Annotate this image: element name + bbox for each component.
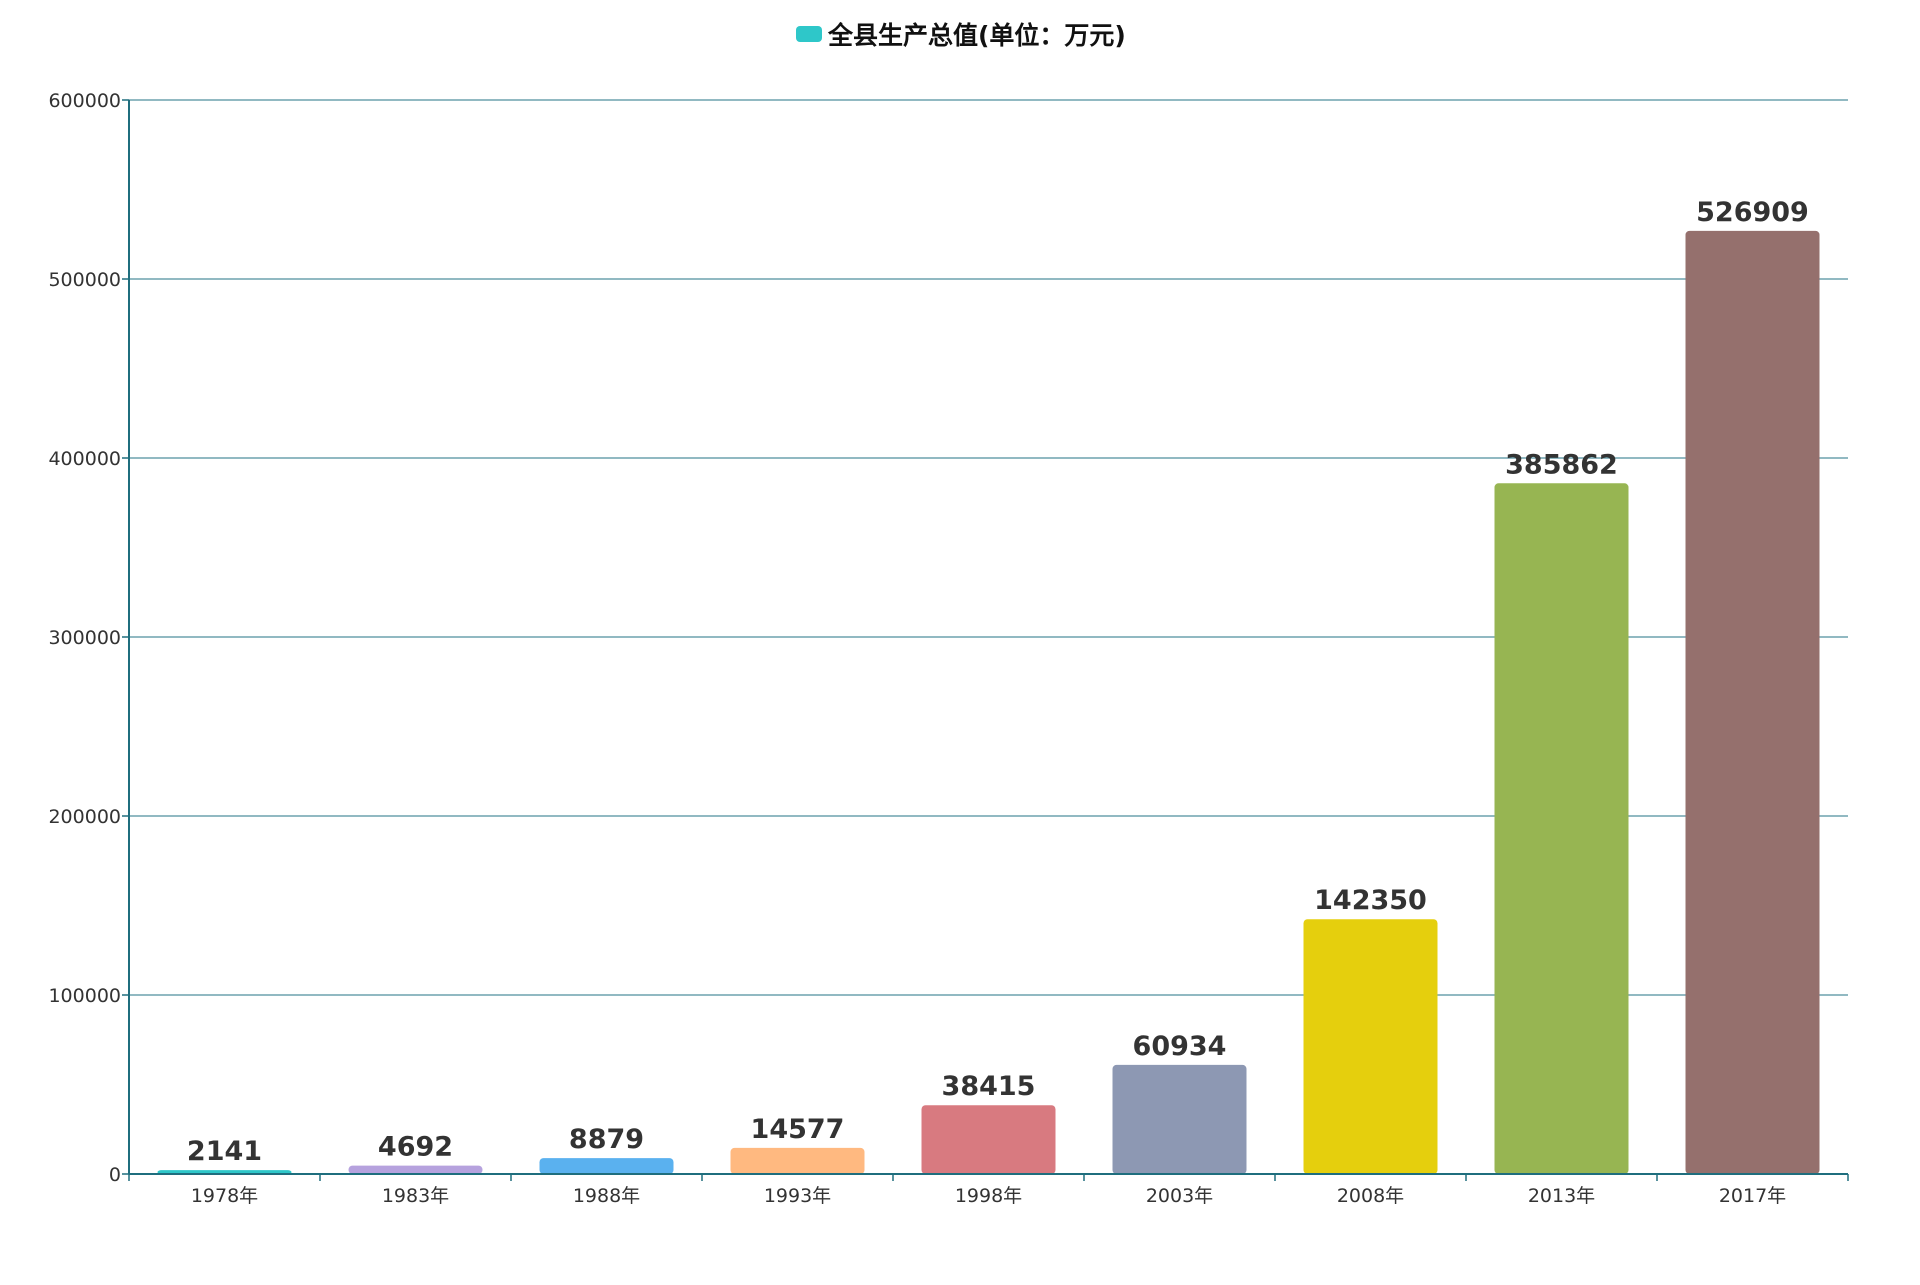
x-tick-label: 1998年 <box>955 1185 1022 1207</box>
x-tick-label: 2008年 <box>1337 1185 1404 1207</box>
x-tick-label: 2013年 <box>1528 1185 1595 1207</box>
x-axis: 1978年 1983年 1988年 1993年 1998年 2003年 2008年 2013年… <box>128 100 1849 1207</box>
data-label: 60934 <box>1133 1031 1227 1062</box>
legend-label: 全县生产总值(单位：万元) <box>827 21 1126 50</box>
x-tick-label: 1993年 <box>764 1185 831 1207</box>
bars <box>157 230 1820 1174</box>
bar <box>348 1165 483 1174</box>
x-tick-label: 2017年 <box>1719 1185 1786 1207</box>
data-label: 2141 <box>187 1136 262 1167</box>
legend[interactable]: 全县生产总值(单位：万元) <box>796 21 1126 50</box>
y-tick-label: 400000 <box>48 448 121 470</box>
bar <box>1112 1064 1247 1174</box>
data-label: 14577 <box>751 1114 845 1145</box>
x-tick-label: 1983年 <box>382 1185 449 1207</box>
y-tick-label: 100000 <box>48 985 121 1007</box>
y-axis-ticks: 0 100000 200000 300000 400000 500000 600000 <box>48 90 129 1186</box>
y-tick-label: 0 <box>109 1164 121 1186</box>
x-tick-label: 1988年 <box>573 1185 640 1207</box>
data-label: 38415 <box>942 1071 1036 1102</box>
y-tick-label: 300000 <box>48 627 121 649</box>
data-label: 385862 <box>1505 449 1618 480</box>
y-tick-label: 200000 <box>48 806 121 828</box>
y-tick-label: 600000 <box>48 90 121 112</box>
data-labels: 2141 4692 8879 14577 38415 60934 142350 385862 5… <box>187 197 1809 1167</box>
data-label: 142350 <box>1314 885 1427 916</box>
data-label: 526909 <box>1696 197 1809 228</box>
bar <box>921 1105 1056 1174</box>
bar <box>1494 483 1629 1174</box>
bar <box>539 1158 674 1174</box>
bar <box>730 1147 865 1174</box>
data-label: 8879 <box>569 1124 644 1155</box>
x-tick-label: 1978年 <box>191 1185 258 1207</box>
y-tick-label: 500000 <box>48 269 121 291</box>
x-tick-label: 2003年 <box>1146 1185 1213 1207</box>
bar <box>1685 230 1820 1174</box>
bar <box>1303 919 1438 1174</box>
data-label: 4692 <box>378 1132 453 1163</box>
legend-swatch <box>796 26 822 42</box>
